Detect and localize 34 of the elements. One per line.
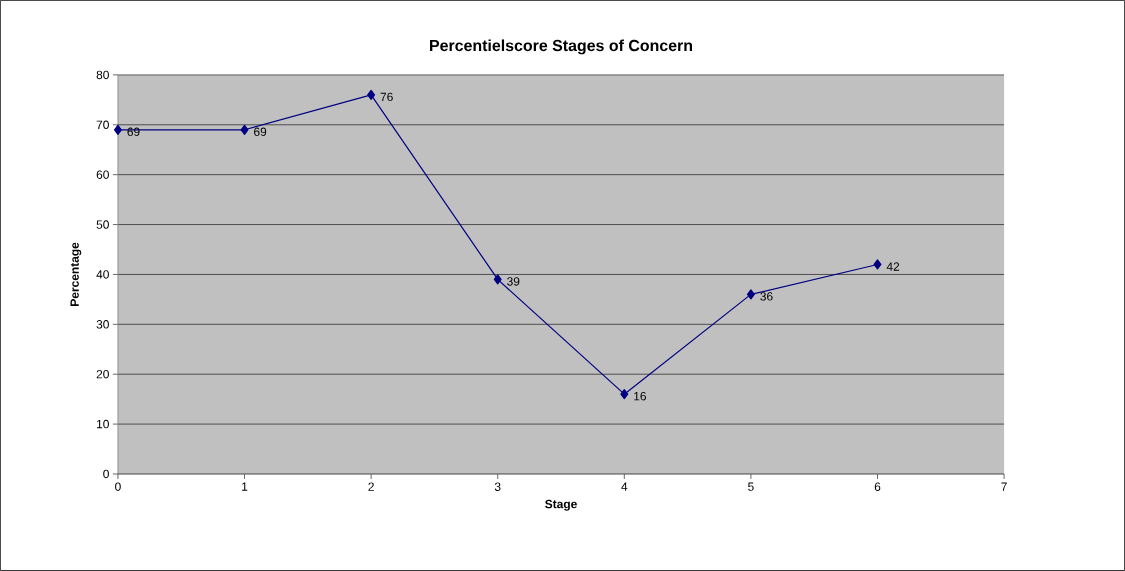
x-tick-label: 0 [115,482,121,491]
x-tick-label: 5 [748,482,754,491]
data-label: 16 [634,391,646,401]
y-tick-label: 60 [96,170,109,179]
point [367,89,376,100]
y-tick-label: 10 [97,419,109,429]
point [873,259,882,270]
point [493,274,502,285]
y-tick-label: 0 [103,469,109,479]
point [113,124,122,135]
chart-title: Percentielscore Stages of Concern [430,39,693,55]
data-label: 42 [886,262,900,271]
data-label: 69 [127,127,140,137]
x-tick-label: 1 [242,482,248,491]
point [240,124,249,135]
y-tick-label: 70 [96,120,109,130]
x-tick-label: 2 [368,482,374,491]
y-tick-label: 20 [96,370,109,379]
x-tick-label: 3 [494,482,501,491]
point [746,289,755,300]
data-label: 76 [380,92,393,102]
y-tick-label: 80 [96,70,109,80]
y-tick-label: 50 [96,220,109,229]
y-tick-label: 30 [96,320,109,329]
x-tick-label: 4 [621,482,628,491]
x-tick-label: 6 [874,482,881,491]
data-label: 69 [254,127,267,137]
data-label: 36 [760,292,773,301]
y-tick-label: 40 [96,270,109,279]
x-tick-label: 7 [1001,482,1007,491]
data-label: 39 [507,277,520,286]
x-axis-title: Stage [545,499,577,511]
point [620,389,629,400]
y-axis-title: Percentage [70,242,82,306]
